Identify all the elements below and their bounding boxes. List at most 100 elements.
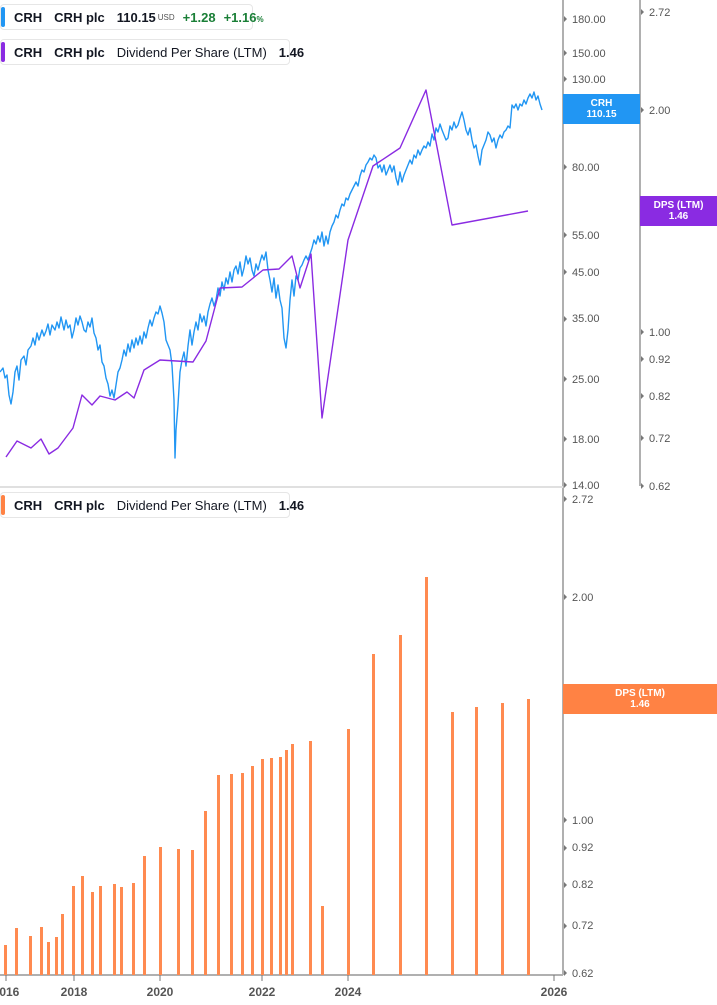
dps-bar[interactable] [501, 703, 504, 975]
dps-bar[interactable] [347, 729, 350, 975]
dps-axis-top[interactable]: 2.72 2.00 1.00 0.92 0.82 0.72 0.62 [641, 7, 670, 490]
dps-line[interactable] [5, 89, 529, 458]
price-line[interactable] [0, 91, 543, 459]
price-tick: 45.00 [564, 267, 600, 279]
price-legend-color [1, 7, 5, 27]
dps-bar[interactable] [47, 942, 50, 975]
x-label-2018: 2018 [61, 985, 88, 999]
x-label-2026: 2026 [541, 985, 568, 999]
dps-bar[interactable] [261, 759, 264, 975]
dps-tick: 0.62 [564, 968, 593, 980]
dps-legend-color [1, 495, 5, 515]
dps-bar[interactable] [4, 945, 7, 975]
dps-tick: 0.62 [641, 481, 670, 490]
dps-axis-bottom[interactable]: 2.72 2.00 1.00 0.92 0.82 0.72 0.62 [564, 494, 593, 980]
svg-text:0.92: 0.92 [572, 842, 593, 854]
dps-bar[interactable] [72, 886, 75, 975]
svg-text:0.72: 0.72 [649, 433, 670, 445]
dps-bar[interactable] [113, 884, 116, 975]
dps-bar[interactable] [451, 712, 454, 975]
dps-tick: 2.00 [641, 105, 670, 117]
x-label-2020: 2020 [147, 985, 174, 999]
svg-text:0.72: 0.72 [572, 920, 593, 932]
dps-legend-name: CRH plc [54, 497, 105, 513]
price-tick: 55.00 [564, 230, 600, 242]
svg-text:0.62: 0.62 [572, 968, 593, 980]
dps-bar[interactable] [120, 887, 123, 975]
svg-text:1.00: 1.00 [572, 815, 593, 827]
svg-text:1.00: 1.00 [649, 327, 670, 339]
dps-tick: 2.72 [564, 494, 593, 506]
price-legend-name: CRH plc [54, 9, 105, 25]
svg-text:0.62: 0.62 [649, 481, 670, 490]
dps-bar[interactable] [99, 886, 102, 975]
price-tick: 80.00 [564, 162, 600, 174]
x-label-2022: 2022 [249, 985, 276, 999]
dps-legend-top[interactable]: CRH CRH plc Dividend Per Share (LTM) 1.4… [0, 39, 304, 65]
dps-bar[interactable] [527, 699, 530, 975]
svg-text:25.00: 25.00 [572, 374, 600, 386]
dps-bar[interactable] [159, 847, 162, 975]
price-legend[interactable]: CRH CRH plc 110.15 USD +1.28 +1.16% [0, 4, 264, 30]
dps-bar[interactable] [204, 811, 207, 975]
dps-bar[interactable] [132, 883, 135, 975]
dps-bar[interactable] [399, 635, 402, 975]
dps-bar[interactable] [251, 766, 254, 975]
price-legend-change-pct: +1.16% [224, 10, 264, 25]
dps-bar[interactable] [291, 744, 294, 975]
dps-bar[interactable] [177, 849, 180, 975]
dps-bar[interactable] [91, 892, 94, 975]
dps-bar[interactable] [321, 906, 324, 975]
dps-bar[interactable] [217, 775, 220, 975]
dps-tick: 1.00 [641, 327, 670, 339]
dps-legend-value: 1.46 [278, 497, 305, 513]
svg-text:0.82: 0.82 [649, 391, 670, 403]
price-axis[interactable]: 180.00 150.00 130.00 100.00 80.00 55.00 … [564, 14, 606, 490]
dps-tag-label: DPS (LTM) [615, 688, 665, 699]
dps-bar[interactable] [425, 577, 428, 975]
dps-bars[interactable] [4, 577, 530, 975]
dps-tick: 0.82 [641, 391, 670, 403]
dps-bar[interactable] [15, 928, 18, 975]
dps-bar[interactable] [241, 773, 244, 975]
change-pct-value: +1.16 [223, 9, 257, 25]
dps-bar[interactable] [40, 927, 43, 975]
dps-tick: 0.92 [564, 842, 593, 854]
dps-bar[interactable] [81, 876, 84, 975]
svg-text:2.00: 2.00 [649, 105, 670, 117]
dps-bar[interactable] [475, 707, 478, 975]
dps-bar[interactable] [279, 757, 282, 975]
price-legend-change: +1.28 [182, 9, 216, 25]
svg-text:130.00: 130.00 [572, 74, 606, 86]
dps-tag-value: 1.46 [668, 211, 689, 222]
price-tick: 180.00 [564, 14, 606, 26]
svg-text:14.00: 14.00 [572, 480, 600, 490]
svg-text:150.00: 150.00 [572, 48, 606, 60]
dps-bar[interactable] [309, 741, 312, 975]
price-tick: 14.00 [564, 480, 600, 490]
dps-bar[interactable] [29, 936, 32, 975]
dps-legend-metric: Dividend Per Share (LTM) [116, 497, 267, 513]
dps-tick: 0.72 [564, 920, 593, 932]
price-tick: 25.00 [564, 374, 600, 386]
dps-legend-ticker: CRH [14, 497, 43, 513]
dps-bar[interactable] [270, 758, 273, 975]
svg-text:45.00: 45.00 [572, 267, 600, 279]
price-legend-ticker: CRH [14, 9, 43, 25]
dps-bar[interactable] [143, 856, 146, 975]
price-tag: CRH 110.15 [563, 94, 640, 124]
dps-bar[interactable] [55, 937, 58, 975]
dps-legend-bottom[interactable]: CRH CRH plc Dividend Per Share (LTM) 1.4… [0, 492, 304, 518]
dps-bar[interactable] [191, 850, 194, 975]
dps-bar[interactable] [285, 750, 288, 975]
dps-bar[interactable] [230, 774, 233, 975]
top-chart[interactable]: 180.00 150.00 130.00 100.00 80.00 55.00 … [0, 0, 717, 490]
dps-tag-bottom: DPS (LTM) 1.46 [563, 684, 717, 714]
price-tag-label: CRH [590, 98, 613, 109]
dps-bar[interactable] [61, 914, 64, 975]
dps-tick: 0.72 [641, 433, 670, 445]
svg-text:2.72: 2.72 [572, 494, 593, 506]
dps-bar[interactable] [372, 654, 375, 975]
